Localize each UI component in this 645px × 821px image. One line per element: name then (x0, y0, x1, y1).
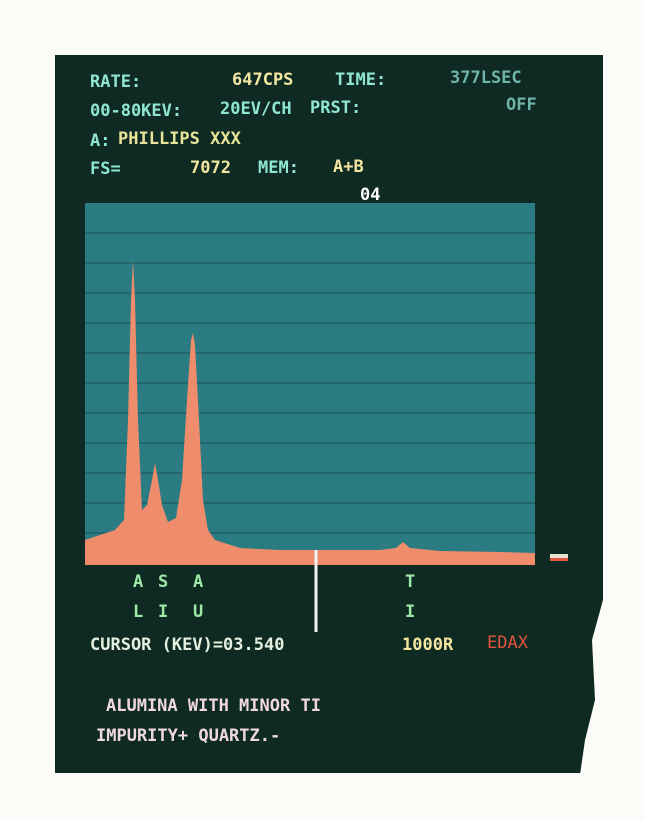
header-text: A: (90, 131, 110, 151)
marker-text: 04 (360, 185, 380, 205)
header-text: A+B (333, 157, 364, 177)
header-text: MEM: (258, 158, 299, 178)
level-marker (550, 558, 568, 561)
header-text: 7072 (190, 158, 231, 178)
element-label: S (158, 572, 168, 592)
level-marker (550, 554, 568, 558)
header-text: TIME: (335, 70, 386, 90)
screen-photo: RATE: 647CPS TIME: 377LSEC 00-80KEV: 20E… (0, 0, 645, 821)
element-label: T (405, 572, 415, 592)
element-label: L (133, 602, 143, 622)
header-text: FS= (90, 159, 121, 179)
element-label: A (193, 572, 203, 592)
element-label: A (133, 572, 143, 592)
range-text: 1000R (402, 635, 454, 655)
note-text: ALUMINA WITH MINOR TI (106, 696, 321, 716)
header-text: 647CPS (232, 70, 293, 90)
header-text: PHILLIPS XXX (118, 129, 242, 149)
header-text: 00-80KEV: (90, 101, 182, 121)
header-text: 377LSEC (450, 68, 522, 88)
cursor-text: CURSOR (KEV)=03.540 (90, 635, 284, 655)
header-text: RATE: (90, 72, 141, 92)
element-label: I (158, 602, 168, 622)
header-text: PRST: (310, 98, 361, 118)
header-text: 20EV/CH (220, 99, 292, 119)
note-text: IMPURITY+ QUARTZ.- (96, 726, 280, 746)
header-text: OFF (506, 95, 537, 115)
element-label: U (193, 602, 203, 622)
element-label: I (405, 602, 415, 622)
brand-text: EDAX (487, 633, 529, 653)
